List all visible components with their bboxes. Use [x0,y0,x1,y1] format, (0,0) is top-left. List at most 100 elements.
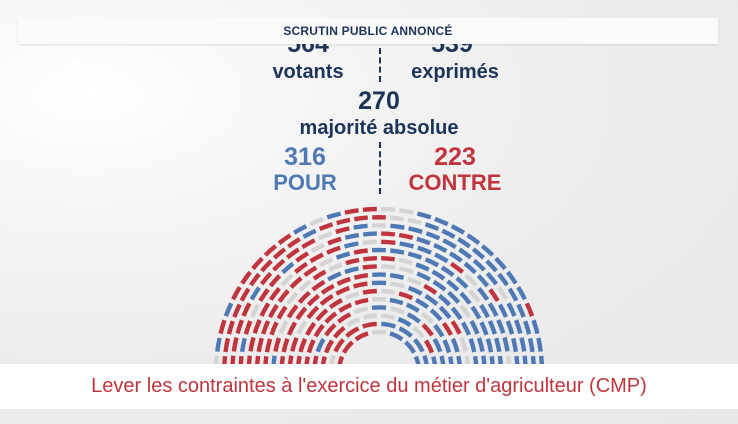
seat [442,339,452,354]
seat [268,274,282,288]
seat [424,257,440,268]
seat [256,337,264,353]
seat [433,323,445,338]
seat [252,319,262,334]
assemblee-logo: ASSEMBLÉE NATIONALE 18 51 [40,58,112,120]
seat [487,302,499,317]
seat [361,321,377,329]
seat [416,271,431,282]
seat [309,216,324,227]
seat [380,313,395,320]
seat [324,323,337,337]
seat [398,326,413,338]
seat [215,337,222,352]
seat [519,337,527,352]
seat [346,317,361,328]
seat [306,339,316,354]
seat [277,289,290,303]
seat [434,216,449,227]
seat [243,320,253,335]
seat [405,302,420,313]
bill-title-bar: Lever les contraintes à l'exercice du mé… [0,364,738,409]
seat [354,331,369,342]
seat [477,286,490,301]
seat [496,319,506,334]
seat [470,305,482,320]
bottom-divider [379,142,381,194]
seat-row [222,215,536,370]
seat [466,233,481,245]
seat [494,337,502,353]
seat [248,336,256,352]
seat [344,291,360,301]
seat [249,303,261,318]
seat-row [320,313,438,371]
seat [258,288,270,303]
seat [261,320,271,335]
seat [468,338,477,353]
seat [399,208,414,215]
seat [298,337,308,353]
seat [450,320,462,335]
seat [276,305,288,320]
seat [286,321,298,336]
seat [268,286,281,301]
seat [303,265,318,278]
seat [497,303,509,318]
seat [472,258,486,272]
seat [425,231,441,241]
seat [398,291,414,301]
seat [442,238,457,249]
seat [281,338,290,353]
seat [278,320,289,335]
seat [312,269,327,281]
seat [406,312,421,324]
seat [381,206,396,212]
seat [424,294,439,306]
seat [273,337,282,352]
logo-line1: ASSEMBLÉE [55,83,97,89]
seat [432,337,443,353]
seat [448,251,463,263]
seat [301,238,316,249]
seat [485,338,494,353]
seat [459,336,468,352]
seat [479,321,489,336]
seat [286,237,301,249]
pour-label: POUR [273,170,337,195]
seat [450,224,466,235]
parliament-building-icon [62,59,90,78]
seat [527,337,535,353]
seat [480,244,495,257]
seat [290,336,299,352]
seat [415,298,430,310]
seat [289,276,303,289]
seat [494,256,507,271]
seat [476,337,485,352]
seat-row [312,305,446,370]
seat [423,339,434,354]
seat [272,247,287,260]
seat-row [271,264,487,370]
seat [335,285,351,296]
seat [488,288,500,303]
seat [407,251,423,260]
seat [429,308,443,322]
seat [328,298,343,310]
votants-label: votants [272,61,344,83]
seat [324,339,335,354]
seat [320,283,335,295]
seat [354,297,369,306]
seat [298,279,312,292]
seat [398,257,413,266]
exprimes-label: exprimés [411,61,499,83]
seat [302,228,317,239]
seat [390,215,405,222]
seat-row [295,288,463,370]
seat [326,211,342,220]
seat [399,241,415,249]
seat [455,276,469,289]
seat [487,320,497,335]
seat [239,337,247,353]
seat [309,252,324,264]
